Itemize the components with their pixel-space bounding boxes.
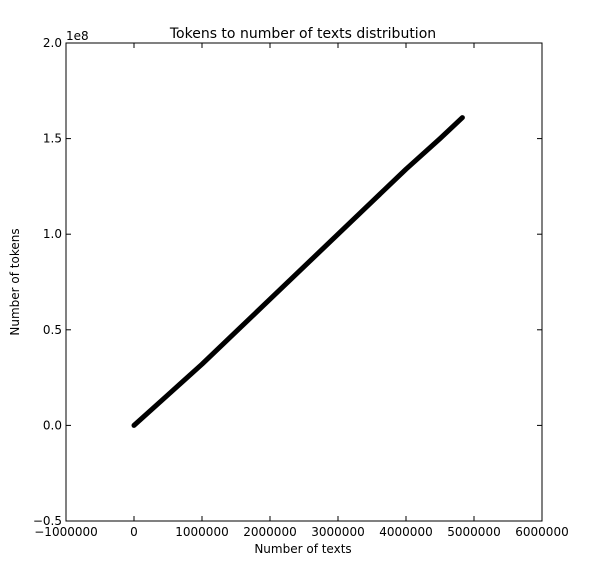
- y-tick-label: 2.0: [43, 36, 62, 50]
- series-line: [131, 115, 465, 428]
- x-tick-label: 3000000: [311, 525, 364, 539]
- x-tick-label: 6000000: [515, 525, 568, 539]
- y-offset-label: 1e8: [66, 29, 89, 43]
- chart-title: Tokens to number of texts distribution: [169, 26, 436, 42]
- y-tick-label: −0.5: [33, 514, 62, 528]
- x-tick-label: 1000000: [175, 525, 228, 539]
- series-layer: [131, 115, 465, 428]
- plot-area: [65, 42, 543, 522]
- x-axis-label: Number of texts: [254, 542, 351, 556]
- x-tick-label: −1000000: [34, 525, 98, 539]
- ticks-layer: −1000000 0 1000000 2000000 3000000 4000000 500…: [33, 36, 569, 539]
- y-axis-label: Number of tokens: [8, 228, 22, 335]
- x-tick-label: 4000000: [379, 525, 432, 539]
- y-tick-label: 0.0: [43, 418, 62, 432]
- x-tick-label: 2000000: [243, 525, 296, 539]
- y-tick-label: 1.5: [43, 132, 62, 146]
- y-tick-label: 1.0: [43, 227, 62, 241]
- x-tick-label: 0: [130, 525, 138, 539]
- x-tick-label: 5000000: [447, 525, 500, 539]
- y-tick-label: 0.5: [43, 323, 62, 337]
